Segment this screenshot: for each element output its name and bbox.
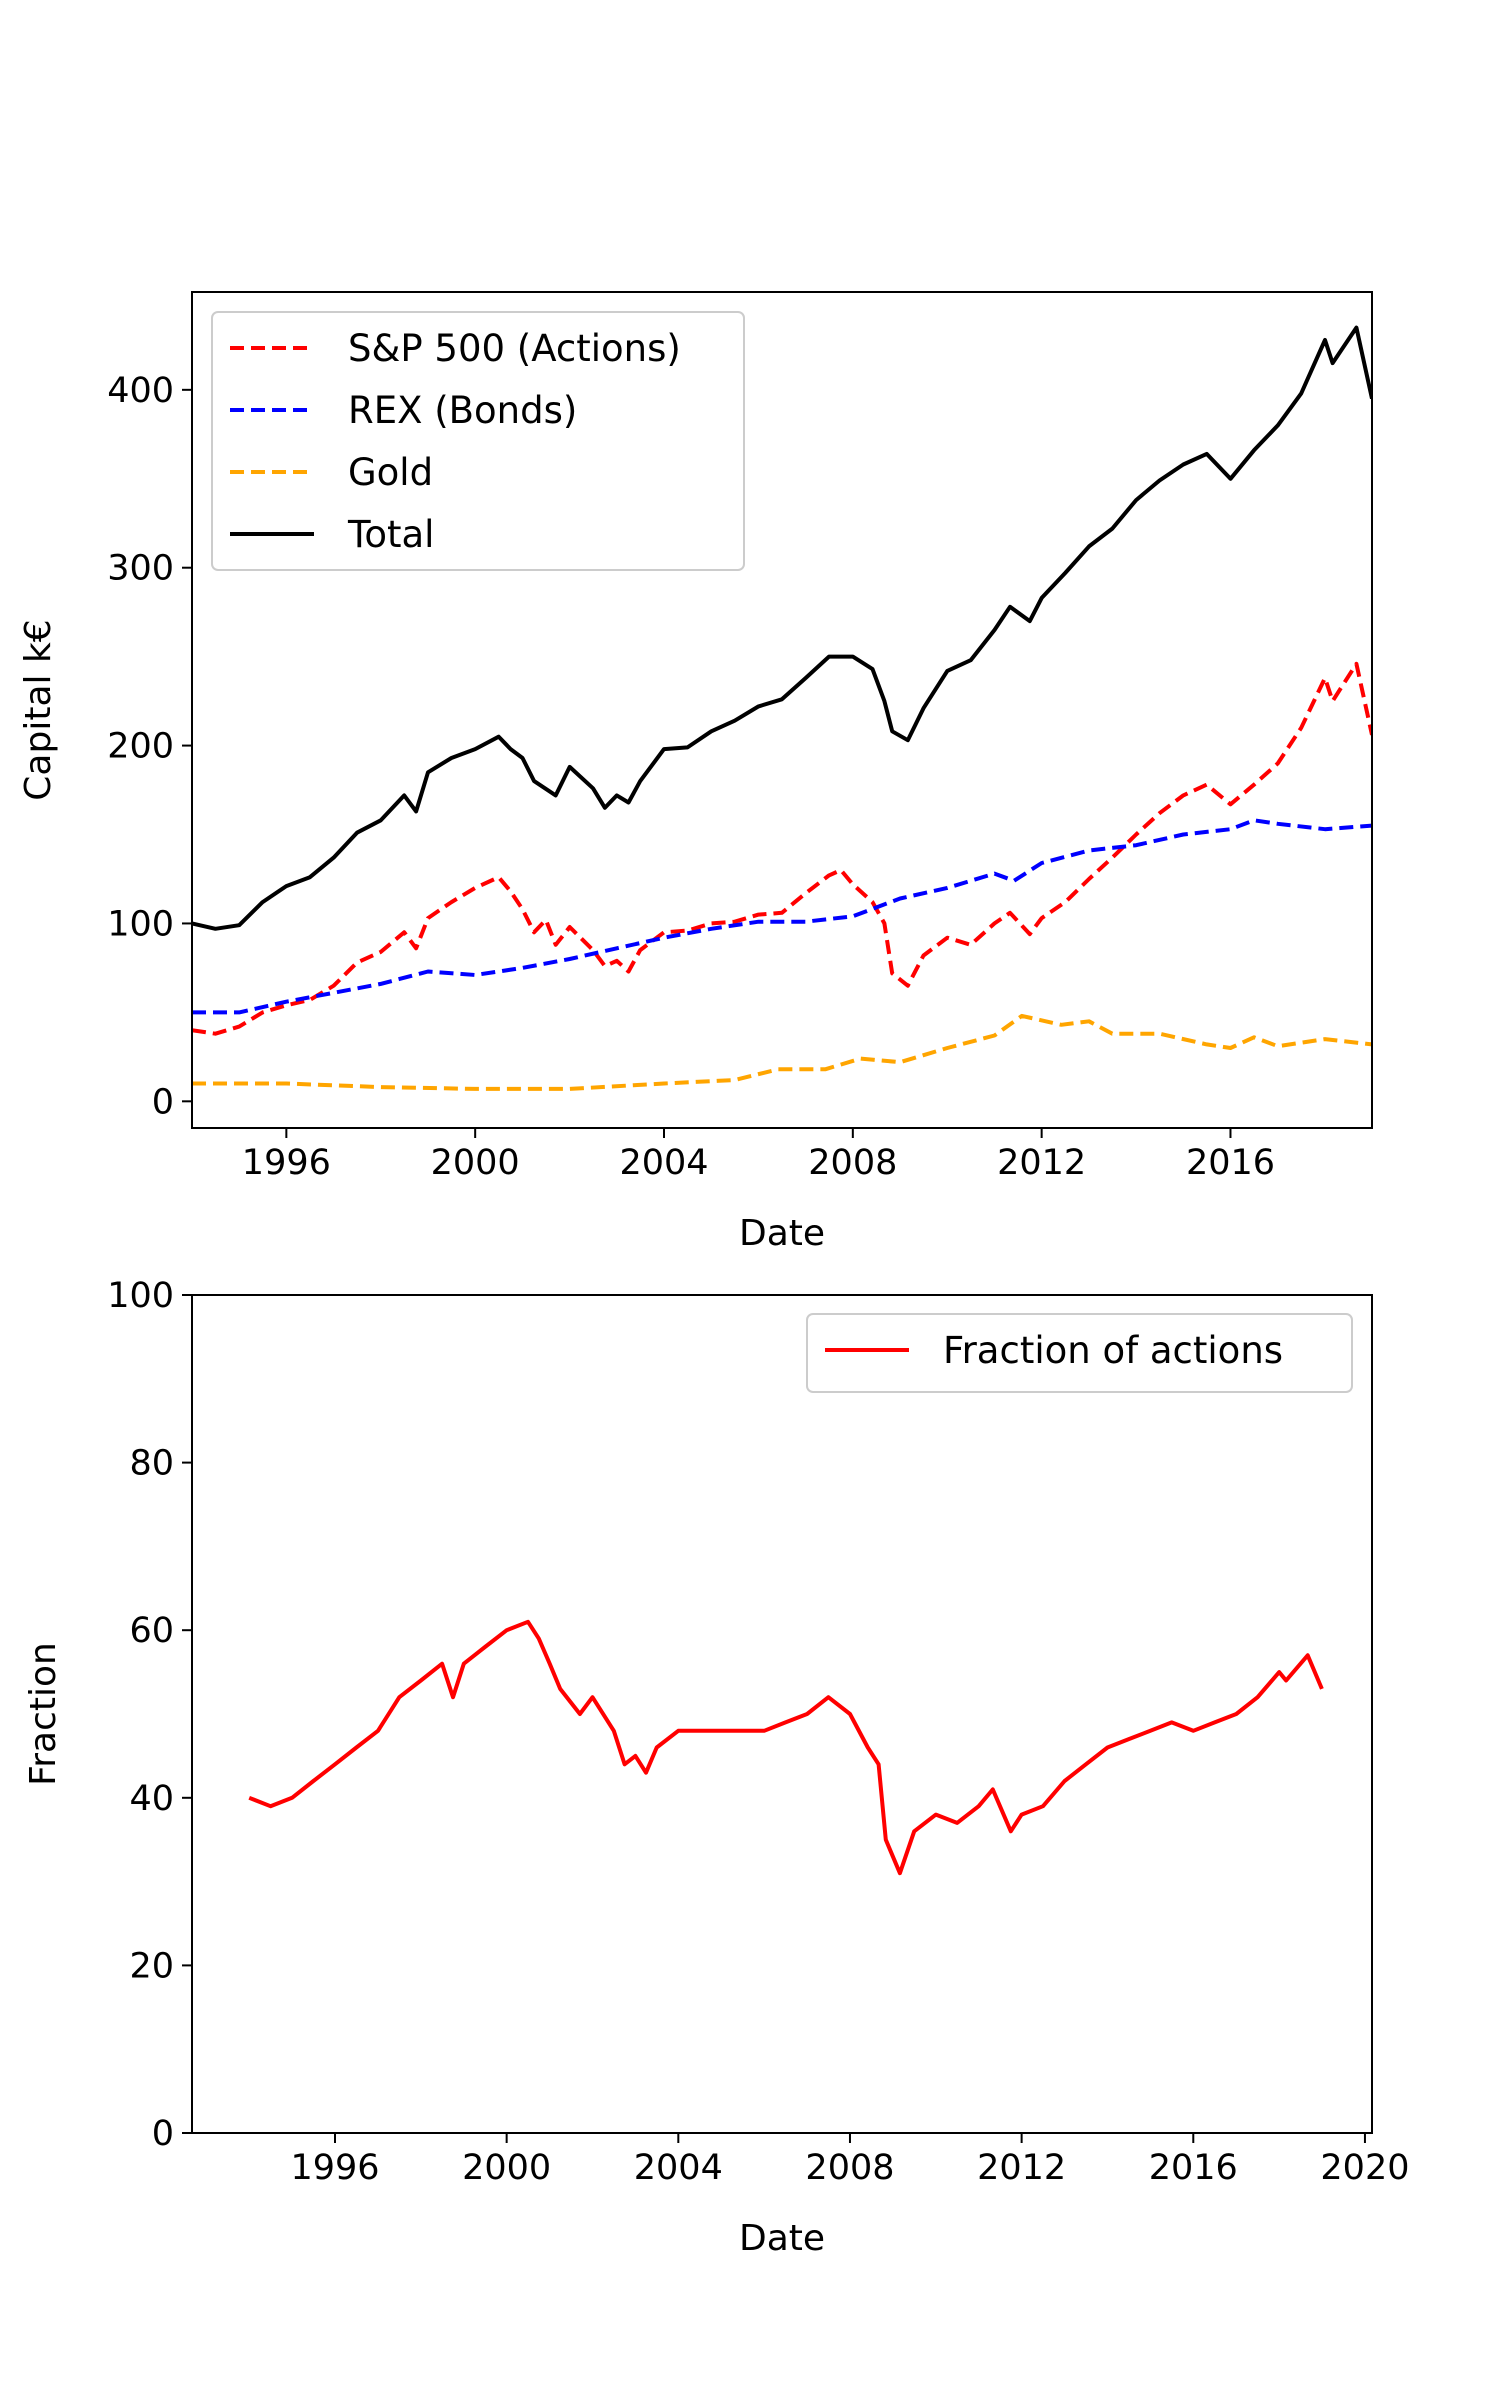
x-tick-label: 2004	[634, 2148, 723, 2188]
capital-series-layer	[192, 325, 1372, 1091]
fraction-y-axis-label: Fraction	[23, 1642, 64, 1786]
y-tick-label: 80	[129, 1444, 174, 1484]
y-tick-label: 300	[107, 549, 174, 589]
capital-x-axis-label: Date	[739, 1213, 825, 1254]
series-line-gold	[192, 1013, 1372, 1091]
x-tick-label: 2008	[808, 1143, 897, 1183]
capital-legend-frame	[211, 311, 745, 571]
x-tick-label: 2016	[1186, 1143, 1275, 1183]
legend-label-gold: Gold	[348, 451, 433, 494]
y-tick-label: 400	[107, 371, 174, 411]
x-tick-label: 1996	[290, 2148, 379, 2188]
x-tick-label: 2016	[1149, 2148, 1238, 2188]
fraction-legend: Fraction of actions	[806, 1313, 1353, 1393]
capital-legend: S&P 500 (Actions) REX (Bonds) Gold Total	[211, 311, 745, 571]
y-tick-label: 0	[152, 2114, 174, 2154]
fraction-x-axis-label: Date	[739, 2218, 825, 2259]
chart-fraction: 1996 2000 2004 2008 2012 2016 2020 0 20 40 60 80 100…	[23, 1276, 1409, 2259]
fraction-series-layer	[248, 1619, 1324, 1876]
legend-label-fraction-of-actions: Fraction of actions	[943, 1329, 1283, 1372]
x-tick-label: 2012	[977, 2148, 1066, 2188]
capital-y-axis-label: Capital k€	[18, 619, 59, 800]
y-tick-label: 0	[152, 1082, 174, 1122]
fraction-plot-frame	[191, 1294, 1373, 2134]
series-line-fraction-of-actions	[248, 1619, 1324, 1876]
legend-label-s-p-500-actions: S&P 500 (Actions)	[348, 327, 681, 370]
x-tick-label: 2020	[1320, 2148, 1409, 2188]
y-tick-label: 60	[129, 1611, 174, 1651]
y-tick-label: 100	[107, 1276, 174, 1316]
y-tick-label: 40	[129, 1779, 174, 1819]
series-line-total	[192, 325, 1372, 931]
x-tick-label: 2008	[805, 2148, 894, 2188]
x-tick-label: 2000	[462, 2148, 551, 2188]
capital-plot-frame	[191, 291, 1373, 1129]
chart-capital: 1996 2000 2004 2008 2012 2016 0 100 200 300 400 Da…	[18, 291, 1373, 1254]
x-tick-label: 1996	[242, 1143, 331, 1183]
fraction-legend-frame	[806, 1313, 1353, 1393]
y-tick-label: 100	[107, 904, 174, 944]
series-line-rex-bonds	[192, 818, 1372, 1015]
capital-ticks-layer: 1996 2000 2004 2008 2012 2016 0 100 200 300 400	[107, 371, 1275, 1183]
fraction-ticks-layer: 1996 2000 2004 2008 2012 2016 2020 0 20 40 60 80 100	[107, 1276, 1409, 2188]
x-tick-label: 2000	[431, 1143, 520, 1183]
x-tick-label: 2012	[997, 1143, 1086, 1183]
y-tick-label: 20	[129, 1946, 174, 1986]
legend-label-total: Total	[347, 513, 434, 556]
y-tick-label: 200	[107, 727, 174, 767]
x-tick-label: 2004	[619, 1143, 708, 1183]
legend-label-rex-bonds: REX (Bonds)	[348, 389, 577, 432]
